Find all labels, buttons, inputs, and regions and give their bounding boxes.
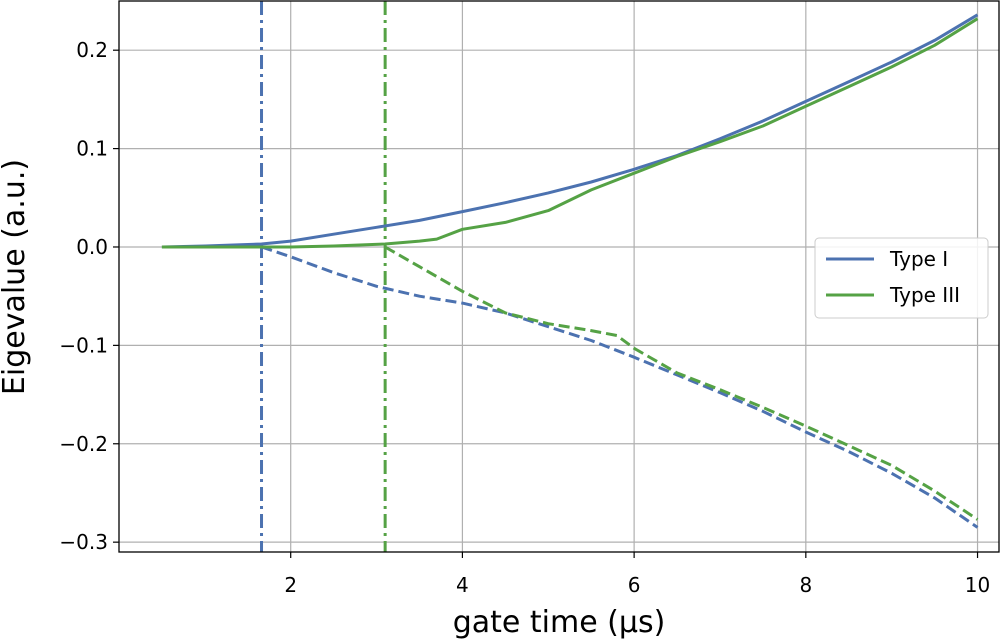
- x-tick-label: 4: [456, 573, 469, 597]
- x-tick-label: 6: [628, 573, 641, 597]
- series-type-iii-solid: [161, 17, 979, 249]
- reference-vertical-lines: [260, 1, 387, 552]
- legend: Type I Type III: [814, 237, 989, 319]
- x-axis-ticks: 2 4 6 8 10: [284, 552, 990, 597]
- y-tick-label: 0.1: [76, 137, 108, 161]
- series-type-i-solid: [161, 13, 979, 249]
- y-tick-label: −0.3: [59, 530, 108, 554]
- y-axis-ticks: −0.3 −0.2 −0.1 0.0 0.1 0.2: [59, 38, 119, 554]
- plot-frame: [118, 0, 1000, 553]
- x-tick-label: 10: [965, 573, 990, 597]
- x-tick-label: 2: [284, 573, 297, 597]
- series-type-i-dashed: [261, 245, 979, 529]
- series-type-iii-dashed: [384, 245, 979, 521]
- y-tick-label: 0.0: [76, 235, 108, 259]
- x-tick-label: 8: [799, 573, 812, 597]
- y-tick-label: 0.2: [76, 38, 108, 62]
- x-axis-title: gate time (μs): [453, 605, 666, 639]
- legend-label-type-i: Type I: [889, 247, 948, 271]
- y-axis-title: Eigevalue (a.u.): [0, 159, 32, 395]
- y-tick-label: −0.2: [59, 432, 108, 456]
- legend-label-type-iii: Type III: [889, 283, 960, 307]
- data-series: [161, 13, 979, 529]
- y-tick-label: −0.1: [59, 333, 108, 357]
